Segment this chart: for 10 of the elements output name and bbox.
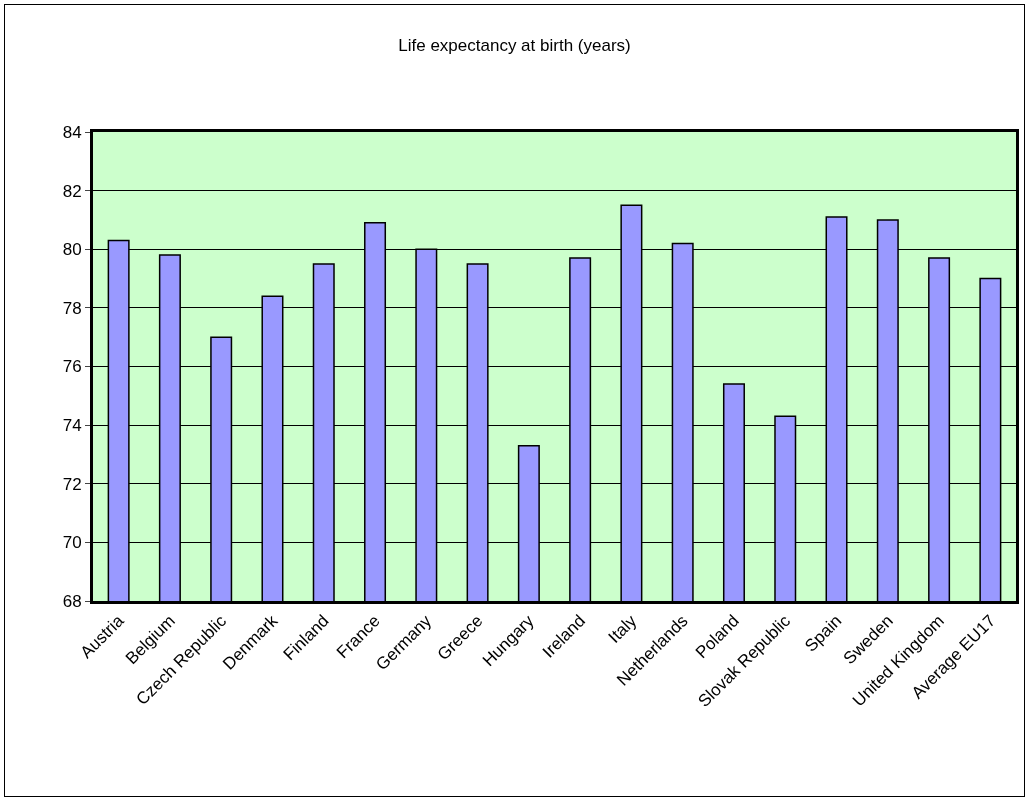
y-tick-label: 74 — [62, 416, 82, 436]
y-tick-label: 68 — [62, 591, 82, 611]
y-tick-label: 84 — [62, 122, 82, 142]
y-tick-label: 76 — [62, 357, 82, 377]
y-tick-label: 70 — [62, 533, 82, 553]
y-tick-label: 72 — [62, 474, 82, 494]
chart-title: Life expectancy at birth (years) — [398, 35, 631, 55]
y-tick-label: 82 — [62, 181, 82, 201]
y-tick-label: 78 — [62, 298, 82, 318]
y-tick-label: 80 — [62, 240, 82, 260]
